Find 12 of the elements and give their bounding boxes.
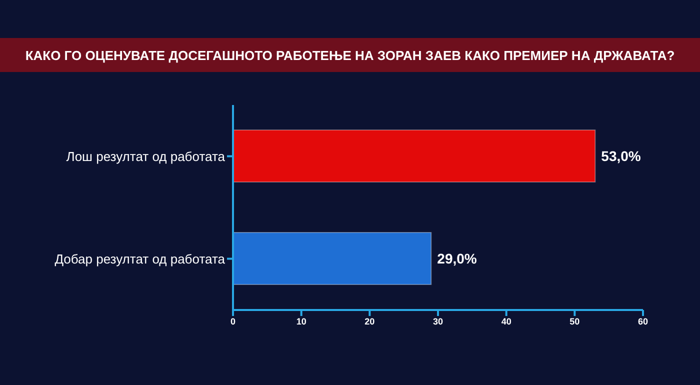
x-tick-label: 20 <box>364 316 375 326</box>
data-label: 53,0% <box>601 148 642 164</box>
y-tick-label: Добар резултат од работата <box>54 251 226 266</box>
chart-title: КАКО ГО ОЦЕНУВАТЕ ДОСЕГАШНОТО РАБОТЕЊЕ НА ЗОРАН ЗАЕВ КАКО ПРЕМИЕР НА ДРЖАВАТА? <box>0 38 700 72</box>
x-tick-label: 0 <box>230 316 236 326</box>
x-tick-label: 30 <box>432 316 444 326</box>
data-label: 29,0% <box>437 250 478 266</box>
x-tick-label: 60 <box>638 316 648 326</box>
x-tick-label: 40 <box>501 316 512 326</box>
y-tick-label: Лош резултат од работата <box>66 148 226 164</box>
x-tick-label: 50 <box>570 316 580 326</box>
x-tick-label: 10 <box>296 316 306 326</box>
